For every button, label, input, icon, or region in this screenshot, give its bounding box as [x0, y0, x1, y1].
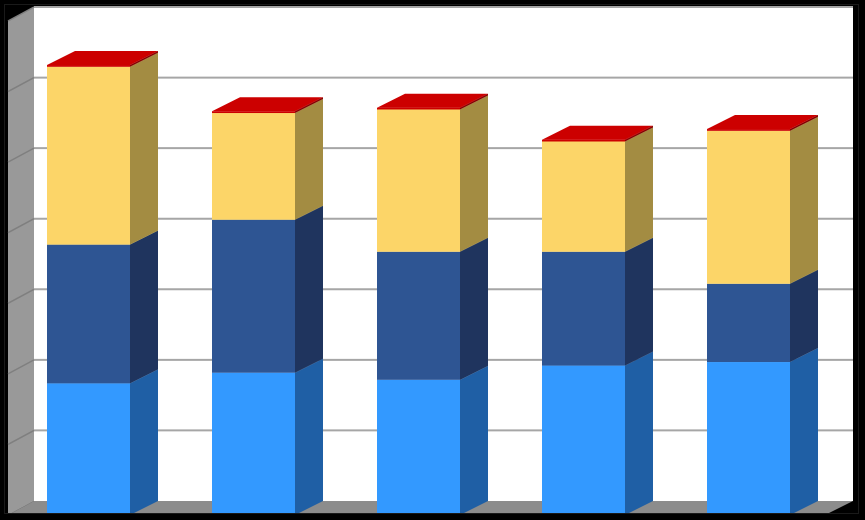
bar-4-segment-2-front [542, 251, 625, 366]
bar-4-top-cap [542, 125, 653, 140]
bar-2-segment-4-front [212, 111, 295, 114]
bar-1-segment-1-side [130, 369, 158, 513]
side-gridline [7, 147, 35, 163]
bar-5-segment-2-front [707, 283, 790, 363]
bar-5-segment-1-front [707, 362, 790, 513]
bar-4-segment-2-side [625, 237, 653, 366]
bar-2-segment-1-side [295, 358, 323, 513]
bar-3-segment-4-side [460, 93, 488, 110]
side-wall [8, 7, 34, 513]
side-gridline [7, 76, 35, 93]
bar-2-segment-2-side [295, 205, 323, 373]
bar-1-segment-3-side [130, 52, 158, 245]
bar-3-segment-3-side [460, 95, 488, 252]
bar-1-segment-2-side [130, 230, 158, 384]
bar-3-segment-4-front [377, 107, 460, 110]
side-gridline [7, 359, 35, 375]
bar-2-top-cap [212, 97, 323, 112]
bar-5-segment-3-front [707, 130, 790, 284]
bar-3-segment-2-side [460, 237, 488, 380]
bar-3-segment-1-front [377, 379, 460, 513]
stacked-bar-chart-3d [7, 6, 853, 513]
bar-3-segment-1-side [460, 365, 488, 513]
bar-4-segment-4-front [542, 139, 625, 142]
bar-3-segment-3-front [377, 109, 460, 252]
bar-3-segment-2-front [377, 251, 460, 380]
bar-1-segment-3-front [47, 66, 130, 245]
bar-5-segment-4-front [707, 129, 790, 131]
bar-1-segment-2-front [47, 244, 130, 384]
bar-2-segment-4-side [295, 97, 323, 114]
bar-5-top-cap [707, 115, 818, 130]
bar-5-segment-3-side [790, 116, 818, 284]
side-gridline [7, 429, 35, 446]
bar-1-top-cap [47, 51, 158, 66]
bar-4-segment-3-side [625, 127, 653, 252]
bar-2-segment-3-side [295, 99, 323, 220]
chart-frame [4, 4, 859, 514]
bar-1-segment-4-side [130, 51, 158, 67]
bars [47, 51, 818, 513]
side-gridline [7, 6, 35, 22]
bar-5-segment-4-side [790, 115, 818, 131]
bar-3-top-cap [377, 93, 488, 108]
bar-1-segment-1-front [47, 383, 130, 513]
bar-5-segment-1-side [790, 348, 818, 513]
bar-4-segment-4-side [625, 125, 653, 142]
bar-1-segment-4-front [47, 65, 130, 67]
bar-4-segment-1-front [542, 365, 625, 513]
side-gridline [7, 288, 35, 304]
bar-2-segment-3-front [212, 113, 295, 220]
bar-2-segment-2-front [212, 219, 295, 373]
bar-2-segment-1-front [212, 372, 295, 513]
side-gridline [7, 218, 35, 234]
bar-4-segment-3-front [542, 141, 625, 252]
bar-4-segment-1-side [625, 351, 653, 513]
bar-5-segment-2-side [790, 269, 818, 363]
